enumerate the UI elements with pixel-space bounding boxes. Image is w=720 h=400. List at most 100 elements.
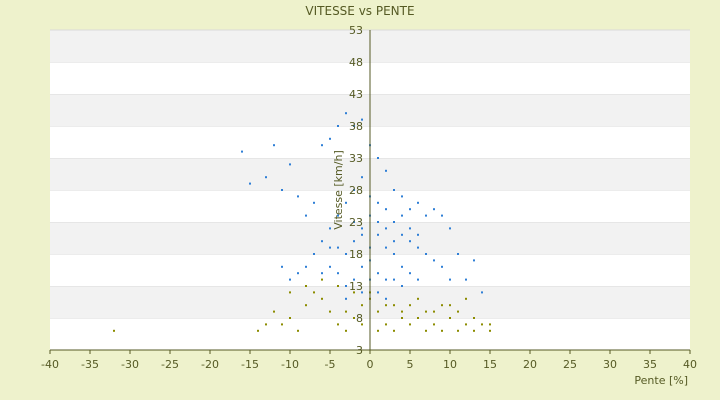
data-point — [353, 189, 355, 191]
data-point — [361, 291, 363, 294]
data-point — [449, 304, 451, 307]
data-point — [353, 317, 355, 319]
data-point — [377, 272, 379, 275]
data-point — [329, 310, 331, 313]
x-tick-label: 35 — [643, 358, 657, 371]
data-point — [481, 291, 483, 294]
data-point — [353, 291, 355, 294]
data-point — [353, 125, 355, 127]
data-point — [393, 304, 395, 307]
data-point — [409, 208, 411, 211]
y-tick-label: 33 — [349, 152, 363, 165]
data-point — [321, 240, 323, 243]
x-tick-label: 5 — [407, 358, 414, 371]
chart-title: VITESSE vs PENTE — [305, 4, 414, 18]
data-point — [321, 272, 323, 275]
x-tick-label: -35 — [81, 358, 99, 371]
x-tick-label: 40 — [683, 358, 697, 371]
y-tick-label: 3 — [356, 344, 363, 357]
data-point — [401, 214, 403, 217]
data-point — [449, 317, 451, 319]
data-point — [393, 240, 395, 243]
data-point — [417, 233, 419, 236]
data-point — [305, 285, 307, 287]
data-point — [385, 304, 387, 307]
x-tick-label: -5 — [325, 358, 336, 371]
data-point — [473, 259, 475, 262]
data-point — [433, 310, 435, 313]
x-tick-label: 15 — [483, 358, 497, 371]
data-point — [361, 323, 363, 326]
data-point — [361, 265, 363, 268]
y-tick-label: 48 — [349, 56, 363, 69]
data-point — [313, 291, 315, 294]
data-point — [337, 214, 339, 217]
data-point — [393, 221, 395, 223]
data-point — [337, 323, 339, 326]
data-point — [313, 253, 315, 255]
x-axis-label: Pente [%] — [634, 374, 688, 387]
data-point — [377, 329, 379, 332]
data-point — [425, 310, 427, 313]
data-point — [401, 233, 403, 236]
data-point — [321, 297, 323, 300]
data-point — [393, 189, 395, 191]
data-point — [345, 329, 347, 332]
x-tick-label: -30 — [121, 358, 139, 371]
data-point — [297, 329, 299, 332]
data-point — [465, 323, 467, 326]
data-point — [417, 317, 419, 319]
data-point — [337, 285, 339, 287]
data-point — [321, 278, 323, 281]
data-point — [433, 259, 435, 262]
data-point — [377, 221, 379, 223]
y-tick-label: 53 — [349, 24, 363, 37]
data-point — [441, 329, 443, 332]
y-axis-label: Vitesse [km/h] — [332, 150, 345, 230]
data-point — [441, 214, 443, 217]
data-point — [377, 157, 379, 159]
data-point — [361, 176, 363, 179]
data-point — [281, 189, 283, 191]
data-point — [425, 214, 427, 217]
data-point — [281, 323, 283, 326]
data-point — [449, 278, 451, 281]
data-point — [425, 329, 427, 332]
data-point — [289, 278, 291, 281]
data-point — [345, 201, 347, 204]
data-point — [385, 169, 387, 172]
x-tick-label: 0 — [367, 358, 374, 371]
data-point — [313, 201, 315, 204]
data-point — [297, 272, 299, 275]
data-point — [417, 278, 419, 281]
data-point — [409, 323, 411, 326]
x-tick-label: 10 — [443, 358, 457, 371]
data-point — [401, 265, 403, 268]
data-point — [329, 137, 331, 140]
data-point — [345, 285, 347, 287]
data-point — [473, 317, 475, 319]
x-tick-label: -20 — [201, 358, 219, 371]
x-tick-label: -15 — [241, 358, 259, 371]
data-point — [329, 227, 331, 230]
data-point — [321, 144, 323, 147]
data-point — [385, 278, 387, 281]
data-point — [417, 201, 419, 204]
data-point — [401, 310, 403, 313]
data-point — [385, 323, 387, 326]
data-point — [433, 323, 435, 326]
data-point — [377, 201, 379, 204]
data-point — [361, 227, 363, 230]
data-point — [385, 227, 387, 230]
data-point — [393, 329, 395, 332]
y-tick-label: 18 — [349, 248, 363, 261]
data-point — [345, 112, 347, 115]
x-tick-labels: -40 -35 -30 -25 -20 -15 -10 -5 0 5 10 15 20 25 30 35 40 — [41, 350, 697, 371]
data-point — [281, 265, 283, 268]
data-point — [345, 310, 347, 313]
x-tick-label: -10 — [281, 358, 299, 371]
data-point — [401, 317, 403, 319]
data-point — [409, 240, 411, 243]
